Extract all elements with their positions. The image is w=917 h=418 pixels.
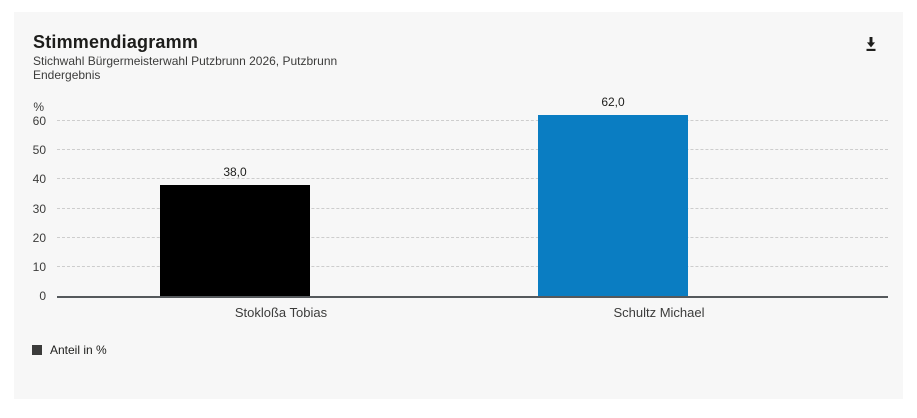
y-tick-label: 50 [32,143,46,158]
y-tick-label: 60 [32,114,46,128]
bar-value-label: 62,0 [601,95,625,110]
y-tick-label: 20 [32,230,46,245]
y-tick-label: 0 [39,289,46,303]
download-icon [862,35,880,53]
category-label: Stokloßa Tobias [234,305,328,320]
chart-subtitle-line2: Endergebnis [33,68,101,82]
gridline [57,120,888,121]
gridline [57,265,888,267]
bar-1[interactable] [538,115,688,296]
gridline [57,149,888,151]
bar-0[interactable] [160,185,310,296]
chart-subtitle-line1: Stichwahl Bürgermeisterwahl Putzbrunn 20… [33,54,338,68]
y-tick-label: 10 [32,259,46,274]
chart-subtitle: Stichwahl Bürgermeisterwahl Putzbrunn 20… [33,54,337,82]
y-axis-unit-label: % [33,100,44,114]
chart-plot-wrap: % 0 10 20 30 40 50 60 38,0 Stokloßa Tobias 62,0 S… [14,12,903,399]
legend-swatch [32,345,42,355]
chart-card: Stimmendiagramm Stichwahl Bürgermeisterw… [14,12,903,399]
legend-label: Anteil in % [50,343,107,357]
chart-title: Stimmendiagramm [33,32,199,52]
gridline [57,207,888,209]
plot-area: 38,0 Stokloßa Tobias 62,0 Schultz Michael [57,95,888,320]
y-tick-label: 30 [32,201,46,216]
y-axis: % 0 10 20 30 40 50 60 [14,100,46,303]
y-tick-label: 40 [32,172,46,187]
gridline [57,178,888,180]
bar-value-label: 38,0 [223,165,247,180]
legend-item-anteil[interactable]: Anteil in % [32,343,107,357]
gridline [57,236,888,238]
category-label: Schultz Michael [613,305,705,320]
download-button[interactable] [861,34,881,54]
